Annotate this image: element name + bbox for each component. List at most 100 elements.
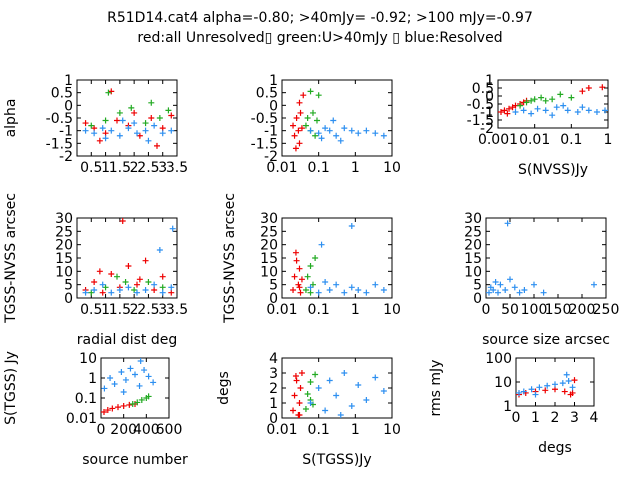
- y-tick-label: 0: [269, 98, 278, 114]
- x-tick-label: 0: [97, 422, 106, 438]
- data-point: [169, 225, 176, 232]
- data-point: [528, 97, 535, 104]
- x-tick-label: 1: [531, 410, 540, 426]
- data-point: [293, 377, 300, 384]
- data-point: [134, 399, 141, 406]
- data-point: [520, 388, 527, 395]
- data-point: [297, 109, 304, 116]
- y-tick-label: 0.5: [256, 86, 278, 102]
- data-point: [318, 135, 325, 142]
- series-green: [88, 273, 166, 296]
- y-tick-label: 10: [79, 351, 97, 367]
- y-tick-label: 0.01: [66, 411, 97, 427]
- x-tick-label: 0.01: [266, 302, 297, 318]
- x-tick-label: 250: [593, 302, 620, 318]
- data-point: [330, 117, 337, 124]
- data-point: [291, 273, 298, 280]
- data-point: [531, 96, 538, 103]
- data-point: [142, 257, 149, 264]
- data-point: [348, 284, 355, 291]
- data-point: [296, 265, 303, 272]
- data-point: [571, 377, 578, 384]
- data-point: [536, 384, 543, 391]
- data-point: [293, 257, 300, 264]
- data-point: [151, 281, 158, 288]
- data-point: [111, 381, 118, 388]
- data-point: [141, 367, 148, 374]
- series-red: [290, 249, 305, 296]
- data-point: [517, 102, 524, 109]
- data-point: [579, 104, 586, 111]
- data-point: [295, 127, 302, 134]
- data-point: [96, 137, 103, 144]
- data-point: [104, 407, 111, 414]
- data-point: [560, 102, 567, 109]
- data-point: [593, 109, 600, 115]
- x-tick-label: 1: [351, 160, 360, 176]
- data-point: [298, 370, 305, 376]
- x-tick-label: 0.5: [80, 160, 102, 176]
- data-point: [142, 120, 149, 127]
- data-point: [126, 401, 133, 408]
- y-tick-label: 10: [55, 264, 73, 280]
- data-point: [355, 382, 362, 388]
- x-tick-label: 100: [521, 302, 548, 318]
- x-tick-label: 1: [351, 302, 360, 318]
- x-tick-label: 200: [110, 422, 137, 438]
- data-point: [326, 127, 333, 134]
- data-point: [307, 263, 314, 269]
- y-tick-label: 15: [260, 251, 278, 267]
- x-axis-label: radial dist deg: [77, 332, 177, 348]
- y-tick-label: 5: [473, 278, 482, 294]
- data-point: [341, 370, 348, 376]
- plot-frame: [485, 217, 607, 299]
- data-point: [159, 125, 166, 132]
- x-tick-label: 0.01: [266, 422, 297, 438]
- y-tick-label: 2: [269, 381, 278, 397]
- x-tick-label: 3: [158, 160, 167, 176]
- x-tick-label: 50: [501, 302, 519, 318]
- data-point: [138, 396, 145, 403]
- series-blue: [307, 223, 387, 296]
- data-point: [159, 130, 166, 137]
- data-point: [116, 109, 123, 116]
- data-point: [372, 130, 379, 137]
- data-point: [105, 89, 112, 96]
- x-tick-label: 150: [545, 302, 572, 318]
- data-point: [292, 145, 299, 152]
- data-point: [492, 279, 499, 285]
- y-tick-label: 0: [64, 98, 73, 114]
- x-tick-label: 400: [133, 422, 160, 438]
- data-point: [114, 117, 120, 124]
- data-point: [291, 132, 298, 139]
- series-blue: [486, 220, 597, 296]
- data-point: [292, 249, 299, 256]
- data-point: [302, 122, 309, 129]
- x-tick-label: 10: [383, 160, 401, 176]
- data-point: [132, 371, 138, 378]
- y-tick-label: 15: [55, 251, 73, 267]
- x-tick-label: 1.5: [109, 160, 131, 176]
- data-point: [131, 287, 138, 293]
- data-point: [552, 381, 558, 388]
- data-point: [380, 388, 387, 394]
- data-point: [538, 94, 545, 101]
- data-point: [563, 371, 570, 378]
- figure-title-line2: red:all Unresolved▯ green:U>40mJy ▯ blue…: [137, 30, 502, 46]
- data-point: [119, 117, 126, 124]
- data-point: [602, 107, 608, 114]
- data-point: [355, 287, 362, 293]
- data-point: [307, 88, 314, 95]
- x-tick-label: 200: [569, 302, 596, 318]
- data-point: [561, 388, 568, 395]
- data-point: [599, 84, 606, 91]
- x-tick-label: 10: [383, 302, 401, 318]
- y-tick-label: 20: [260, 238, 278, 254]
- data-point: [125, 263, 132, 269]
- y-tick-label: 20: [464, 238, 482, 254]
- y-tick-label: 4: [269, 351, 278, 367]
- y-tick-label: 5: [269, 278, 278, 294]
